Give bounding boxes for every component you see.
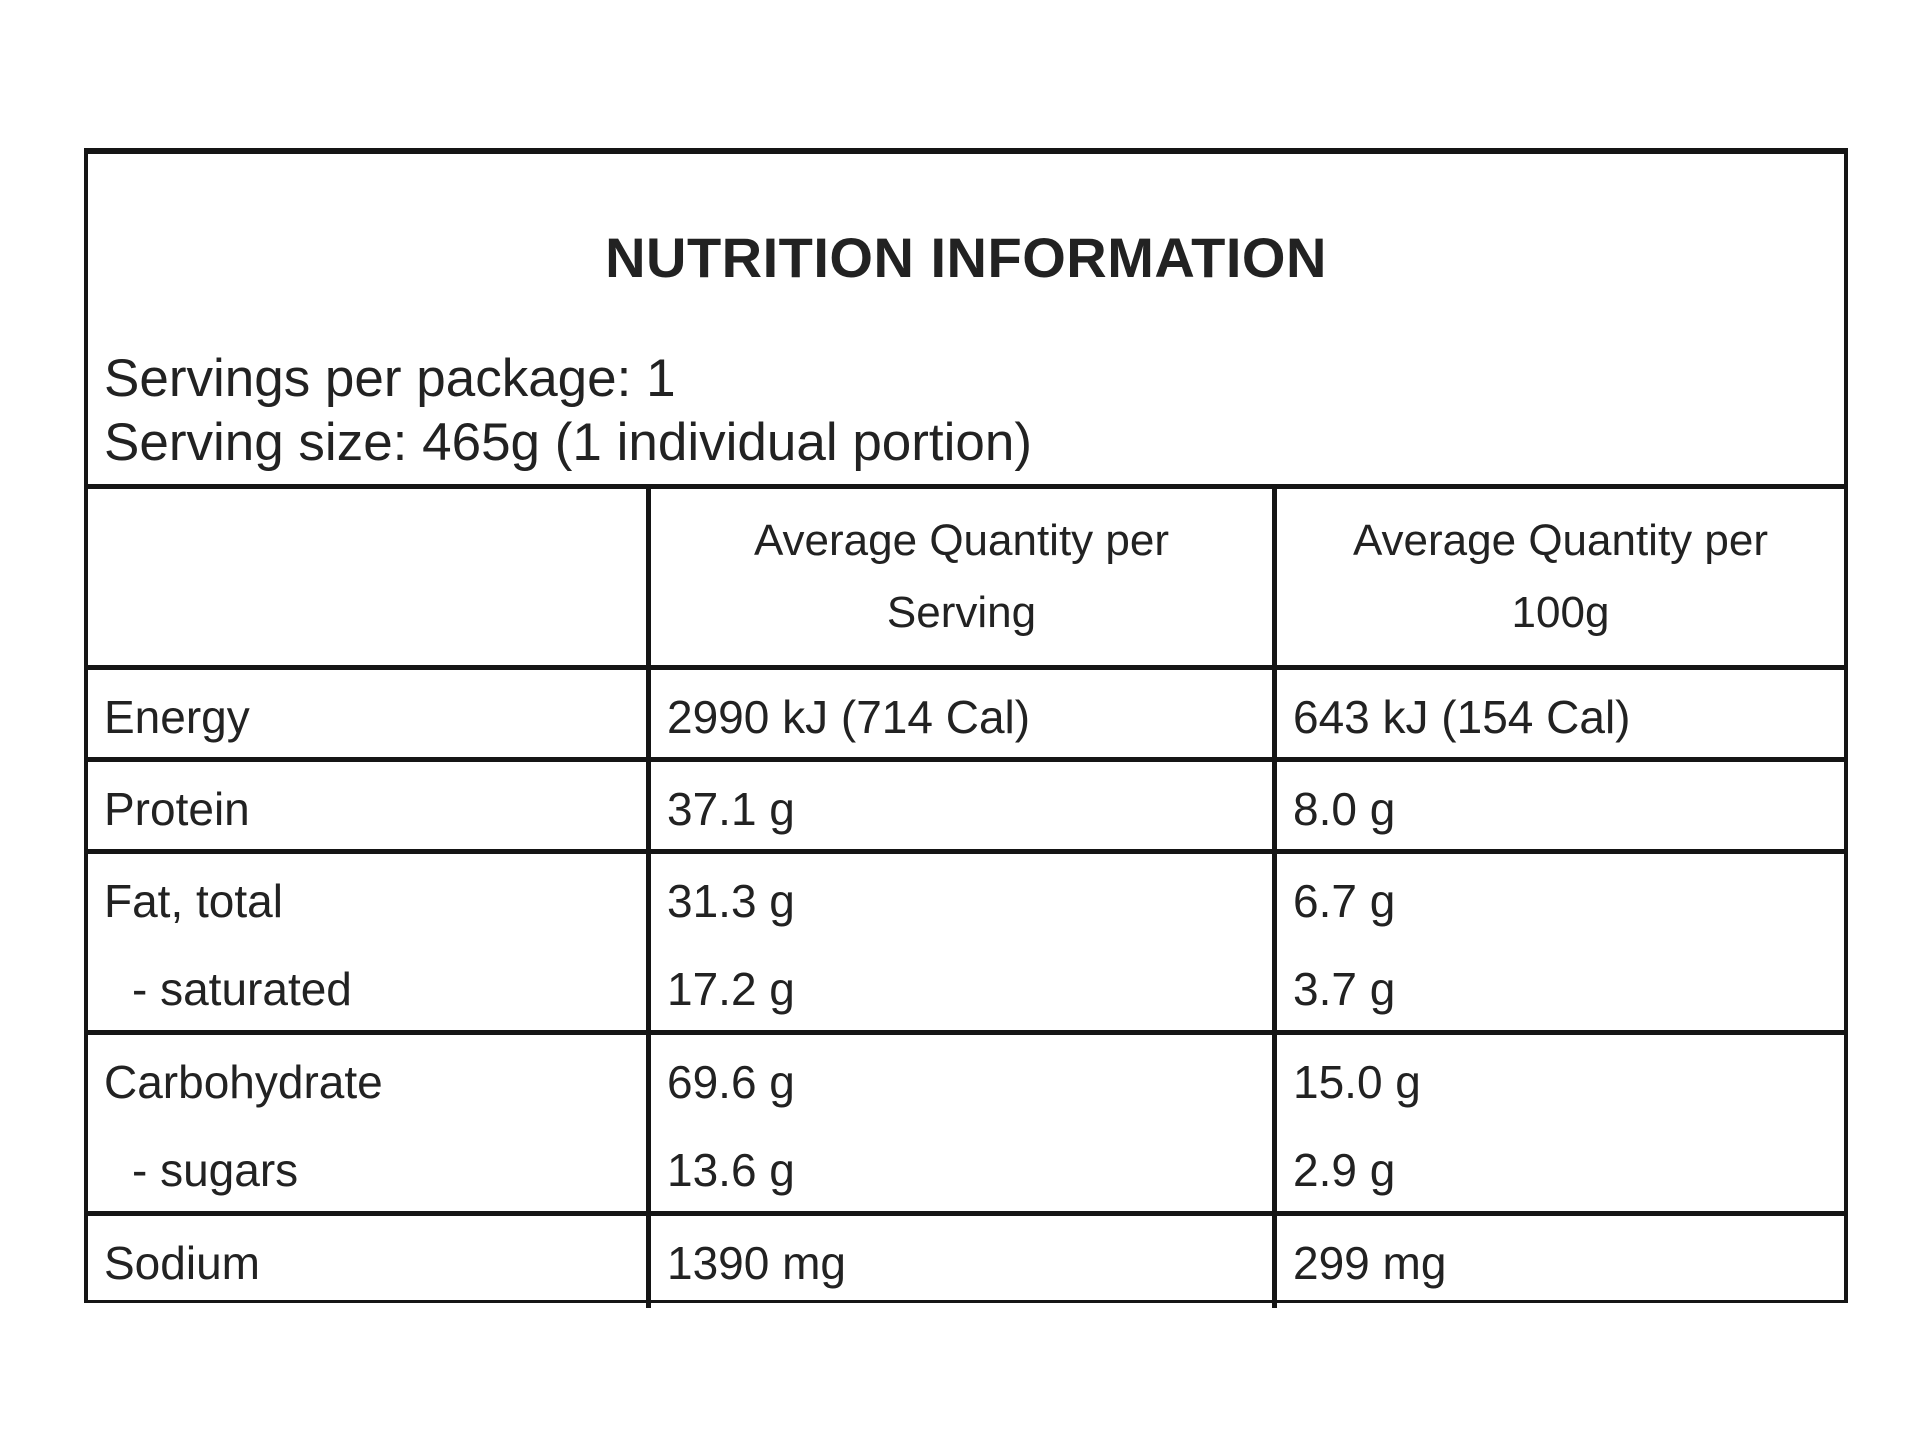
header-empty-cell	[88, 489, 646, 665]
per-100g-value: 643 kJ (154 Cal)	[1293, 691, 1631, 743]
header-per-serving: Average Quantity per Serving	[646, 489, 1272, 665]
panel-header: NUTRITION INFORMATION Servings per packa…	[88, 154, 1844, 489]
row-label: Sodium	[104, 1237, 260, 1289]
per-100g-subvalue: 2.9 g	[1293, 1144, 1396, 1196]
per-serving-subvalue: 13.6 g	[667, 1144, 795, 1196]
nutrition-table: Average Quantity per Serving Average Qua…	[88, 489, 1844, 1308]
table-row-protein: Protein 37.1 g 8.0 g	[88, 762, 1844, 854]
per-serving-value: 2990 kJ (714 Cal)	[667, 691, 1031, 743]
per-100g-value: 6.7 g	[1293, 875, 1396, 927]
per-100g-subvalue: 3.7 g	[1293, 963, 1396, 1015]
per-100g-value: 15.0 g	[1293, 1056, 1421, 1108]
per-100g-value: 8.0 g	[1293, 783, 1396, 835]
per-serving-value: 37.1 g	[667, 783, 795, 835]
serving-size: Serving size: 465g (1 individual portion…	[104, 413, 1033, 472]
per-serving-value: 31.3 g	[667, 875, 795, 927]
table-row-fat: Fat, total - saturated 31.3 g 17.2 g 6.7…	[88, 854, 1844, 1035]
per-serving-subvalue: 17.2 g	[667, 963, 795, 1015]
per-serving-value: 69.6 g	[667, 1056, 795, 1108]
panel-title: NUTRITION INFORMATION	[605, 226, 1327, 289]
header-per-100g: Average Quantity per 100g	[1272, 489, 1844, 665]
row-label: Carbohydrate	[104, 1056, 383, 1108]
per-100g-value: 299 mg	[1293, 1237, 1447, 1289]
table-row-carbohydrate: Carbohydrate - sugars 69.6 g 13.6 g 15.0…	[88, 1035, 1844, 1216]
row-label: Protein	[104, 783, 250, 835]
row-sublabel: - sugars	[132, 1144, 299, 1196]
table-row-sodium: Sodium 1390 mg 299 mg	[88, 1216, 1844, 1308]
servings-per-package: Servings per package: 1	[104, 349, 676, 408]
row-label: Fat, total	[104, 875, 283, 927]
nutrition-panel: NUTRITION INFORMATION Servings per packa…	[84, 148, 1848, 1308]
row-label: Energy	[104, 691, 250, 743]
table-row-energy: Energy 2990 kJ (714 Cal) 643 kJ (154 Cal…	[88, 670, 1844, 762]
table-header-row: Average Quantity per Serving Average Qua…	[88, 489, 1844, 670]
per-serving-value: 1390 mg	[667, 1237, 847, 1289]
row-sublabel: - saturated	[132, 963, 352, 1015]
